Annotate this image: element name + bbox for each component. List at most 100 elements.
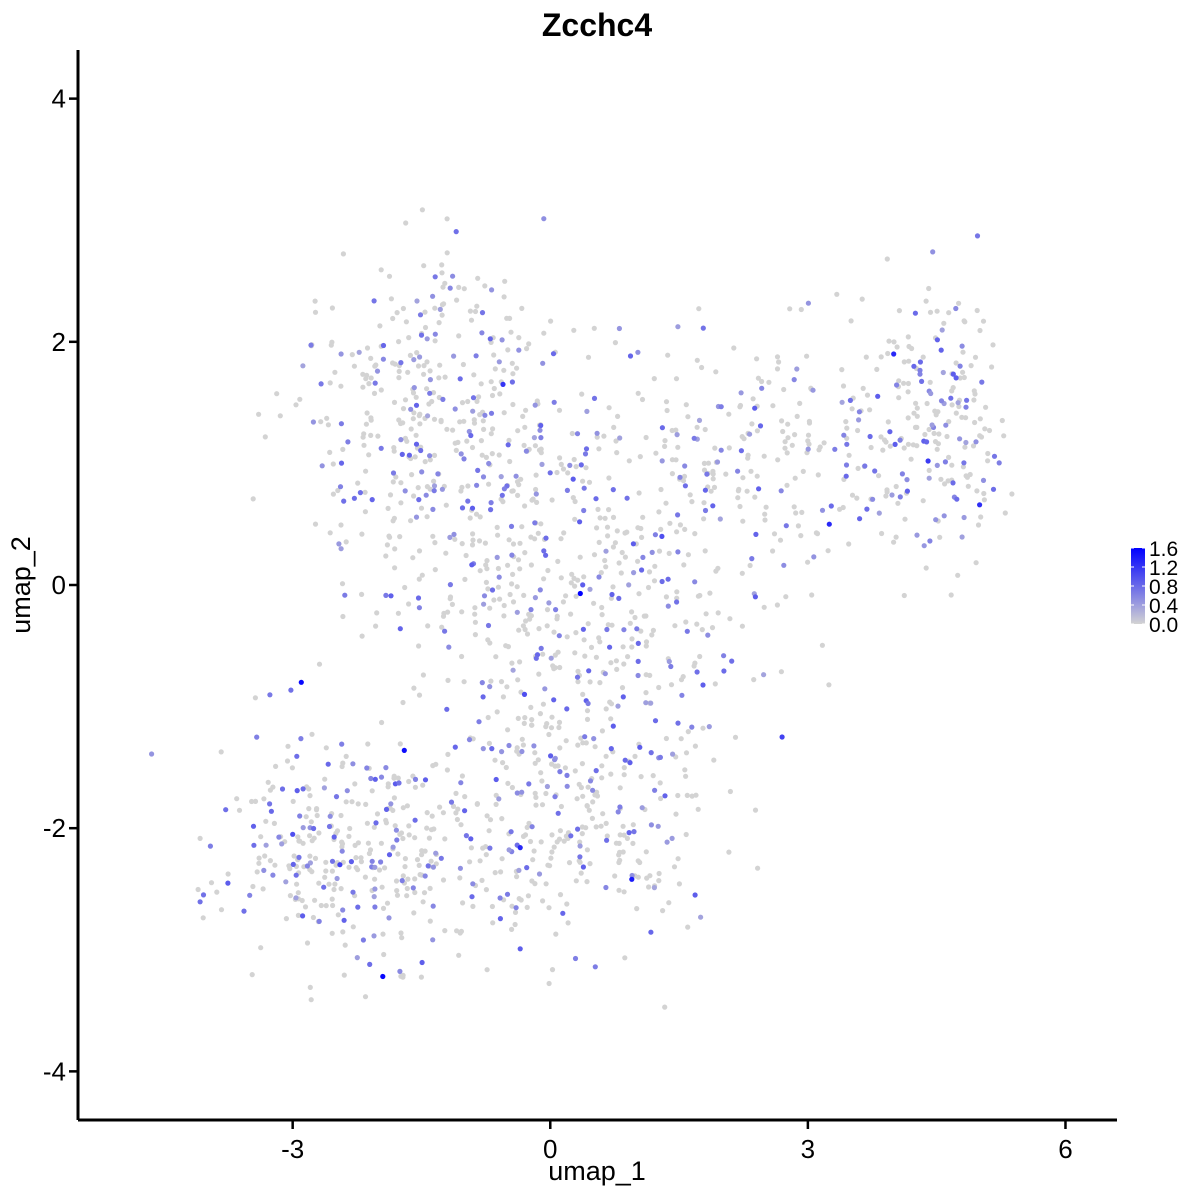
cell-point-expressing [631, 570, 637, 576]
cell-point [780, 428, 786, 435]
cell-point [495, 565, 501, 572]
cell-point [527, 838, 534, 845]
cell-point [586, 807, 592, 813]
cell-point-expressing [594, 430, 600, 436]
cell-point [735, 495, 741, 501]
cell-point [447, 596, 453, 602]
cell-point-expressing [979, 379, 985, 385]
cell-point-expressing [422, 777, 429, 783]
cell-point-expressing [329, 858, 336, 864]
cell-point [477, 858, 483, 864]
cell-point [635, 558, 641, 564]
cell-point [392, 823, 398, 829]
cell-point [745, 452, 751, 458]
cell-point-expressing [372, 904, 378, 910]
cell-point-expressing [373, 820, 379, 826]
cell-point [380, 931, 386, 937]
cell-point [662, 443, 668, 449]
cell-point-expressing [505, 442, 511, 448]
cell-point [604, 833, 610, 839]
cell-point [413, 432, 419, 438]
cell-point-expressing [950, 480, 956, 486]
cell-point [620, 823, 626, 829]
cell-point [785, 421, 791, 427]
cell-point [603, 564, 609, 570]
cell-point-expressing [747, 431, 753, 437]
cell-point [455, 439, 461, 445]
cell-point-expressing [425, 863, 431, 869]
cell-point [625, 654, 631, 660]
cell-point [519, 736, 525, 742]
cell-point-expressing [924, 439, 930, 445]
cell-point [349, 352, 355, 358]
cell-point [490, 426, 496, 432]
cell-point [524, 824, 530, 831]
cell-point [561, 838, 567, 844]
cell-point [785, 435, 791, 441]
cell-point [910, 442, 916, 448]
cell-point-expressing [149, 751, 155, 757]
cell-point-expressing [293, 895, 299, 901]
cell-point [497, 596, 503, 602]
cell-point [525, 893, 532, 899]
cell-point-expressing [553, 607, 559, 613]
cell-point [329, 868, 335, 874]
cell-point-expressing [634, 626, 640, 632]
cell-point [498, 679, 505, 685]
cell-point [759, 378, 765, 385]
cell-point-expressing [371, 933, 377, 939]
cell-point [599, 604, 605, 611]
cell-point [549, 967, 556, 973]
cell-point-expressing [417, 312, 424, 318]
cell-point [520, 742, 527, 748]
cell-point [314, 812, 320, 819]
cell-point-expressing [415, 595, 422, 601]
cell-point-expressing [388, 593, 394, 599]
cell-point [968, 363, 974, 369]
cell-point [302, 904, 309, 910]
cell-point-expressing [933, 517, 939, 523]
cell-point [638, 525, 644, 532]
cell-point [545, 862, 551, 868]
cell-point [570, 495, 576, 501]
cell-point [491, 352, 497, 358]
cell-point [360, 384, 366, 390]
cell-point-expressing [659, 458, 665, 464]
cell-point [924, 400, 930, 407]
cell-point-expressing [378, 859, 384, 865]
cell-point [663, 735, 670, 742]
cell-point [422, 459, 428, 465]
cell-point [620, 849, 626, 855]
cell-point [398, 930, 404, 936]
cell-point [677, 522, 684, 528]
cell-point [489, 451, 495, 457]
cell-points [149, 207, 1015, 1010]
cell-point [613, 438, 619, 444]
cell-point-expressing [828, 503, 834, 509]
cell-point-expressing [414, 298, 420, 304]
x-axis-title: umap_1 [548, 1156, 646, 1186]
cell-point [487, 640, 493, 646]
cell-point-expressing [397, 626, 403, 632]
cell-point [368, 355, 374, 361]
cell-point [374, 610, 380, 616]
cell-point-expressing [911, 363, 917, 369]
cell-point [557, 745, 563, 751]
cell-point-expressing [469, 562, 475, 568]
cell-point [778, 669, 785, 675]
cell-point-expressing [508, 523, 515, 530]
cell-point [468, 845, 474, 851]
cell-point [621, 765, 627, 771]
cell-point-expressing [304, 863, 310, 869]
cell-point [666, 550, 672, 557]
cell-point-expressing [487, 684, 493, 690]
cell-point [338, 522, 344, 528]
cell-point [675, 792, 681, 799]
cell-point-expressing [635, 349, 641, 355]
cell-point [612, 873, 618, 879]
cell-point [475, 275, 481, 281]
cell-point [573, 878, 579, 884]
cell-point [614, 450, 620, 456]
cell-point [960, 349, 966, 355]
cell-point [891, 539, 897, 545]
